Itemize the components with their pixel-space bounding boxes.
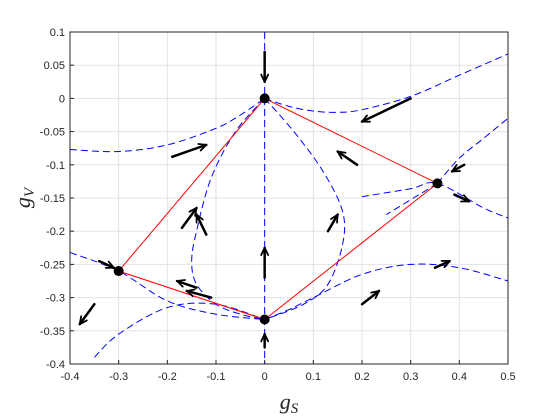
- flow-curve: [69, 251, 265, 321]
- flow-arrow: [260, 50, 270, 84]
- flow-curve: [264, 263, 509, 320]
- fixed-point-marker: [259, 93, 270, 104]
- y-tick-label: -0.15: [40, 193, 65, 205]
- triangle-edge: [118, 98, 266, 272]
- y-tick-label: -0.2: [46, 226, 65, 238]
- flow-arrow: [433, 259, 451, 269]
- x-tick-label: 0.1: [306, 371, 321, 383]
- y-axis-label: gV: [10, 186, 38, 208]
- x-tick-label: 0.3: [403, 371, 418, 383]
- x-tick-label: -0.3: [109, 371, 128, 383]
- x-axis-label: gS: [280, 389, 299, 417]
- flow-arrow: [260, 246, 270, 279]
- flow-arrow: [336, 150, 359, 167]
- y-tick-label: 0: [59, 93, 65, 105]
- x-tick-label: -0.4: [61, 371, 80, 383]
- flow-arrow: [450, 163, 466, 173]
- x-tick-label: -0.1: [207, 371, 226, 383]
- triangle-edge: [264, 97, 438, 184]
- y-tick-label: -0.1: [46, 160, 65, 172]
- flow-arrow: [175, 279, 198, 289]
- flow-curve: [437, 117, 509, 184]
- y-tick-label: -0.4: [46, 359, 65, 371]
- flow-arrow: [453, 193, 471, 203]
- y-tick-label: 0.05: [44, 60, 65, 72]
- y-tick-label: -0.35: [40, 326, 65, 338]
- flow-arrows: [78, 50, 471, 349]
- x-tick-labels: -0.4 -0.3 -0.2 -0.1 0 0.1 0.2 0.3 0.4 0.5: [61, 371, 516, 383]
- y-tick-label: -0.3: [46, 293, 65, 305]
- flow-curve: [264, 98, 346, 320]
- flow-arrow: [97, 259, 116, 269]
- fixed-points: [113, 93, 443, 325]
- flow-curve: [93, 302, 265, 358]
- flow-arrow: [78, 302, 96, 326]
- x-tick-label: 0.2: [354, 371, 369, 383]
- fixed-point-marker: [259, 314, 270, 325]
- fixed-point-marker: [113, 266, 124, 277]
- flow-arrow: [195, 213, 208, 236]
- y-tick-label: -0.05: [40, 127, 65, 139]
- plot-border: [69, 31, 509, 365]
- flow-curve: [386, 182, 438, 216]
- flow-arrow: [170, 143, 208, 159]
- y-tick-labels: 0.1 0.05 0 -0.05 -0.1 -0.15 -0.2 -0.25 -0.3 -0.35…: [40, 27, 65, 371]
- flow-curve: [69, 97, 265, 153]
- flow-arrow: [180, 206, 198, 230]
- flow-curve: [191, 98, 266, 321]
- x-tick-label: 0: [262, 371, 268, 383]
- flow-curve: [264, 53, 509, 113]
- flow-arrow: [360, 97, 412, 123]
- x-tick-label: -0.2: [158, 371, 177, 383]
- x-tick-label: 0.5: [500, 371, 515, 383]
- triangle-edge: [264, 182, 438, 320]
- flow-arrow: [326, 213, 339, 233]
- flow-arrow: [360, 289, 381, 306]
- x-tick-label: 0.4: [452, 371, 467, 383]
- flow-arrow: [185, 288, 213, 299]
- fixed-point-marker: [432, 178, 443, 189]
- dashed-flow-lines: [69, 32, 509, 364]
- y-tick-label: -0.25: [40, 259, 65, 271]
- flow-arrow: [260, 332, 270, 349]
- y-tick-label: 0.1: [50, 27, 65, 39]
